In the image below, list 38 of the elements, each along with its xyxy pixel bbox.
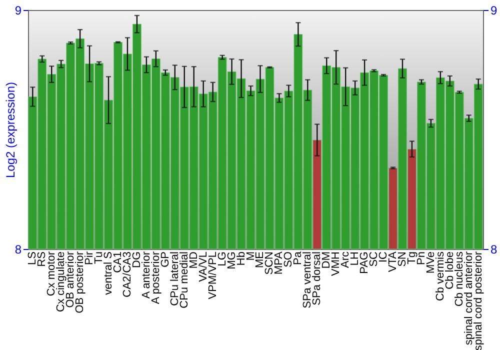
x-tick-label: Cb nucleus xyxy=(453,251,466,307)
y2-tick-label: 9 xyxy=(490,4,498,18)
x-tick-label: VA/VL xyxy=(197,252,210,282)
x-tick-label: OB posterior xyxy=(74,251,86,314)
x-tick-label: GP xyxy=(159,252,172,268)
x-tick-label: SCN xyxy=(264,251,276,275)
y2-tick-label: 8 xyxy=(490,242,498,256)
x-tick-label: CPu medial xyxy=(178,252,190,308)
x-tick-label: SO xyxy=(282,251,295,268)
x-tick-label: SPa dorsal xyxy=(311,252,324,306)
x-tick-label: A anterior xyxy=(140,251,152,299)
x-tick-label: Tg xyxy=(406,252,418,264)
x-tick-label: CPu lateral xyxy=(168,252,181,306)
x-tick-label: MD xyxy=(188,251,200,269)
x-tick-label: OB anterior xyxy=(64,251,77,308)
x-tick-label: SN xyxy=(396,251,408,267)
x-tick-label: Pir xyxy=(84,251,96,265)
x-tick-label: Pa xyxy=(292,250,304,265)
x-tick-label: MG xyxy=(226,252,238,270)
x-tick-label: IC xyxy=(378,251,390,262)
x-tick-label: DG xyxy=(130,252,143,268)
x-tick-label: A posterior xyxy=(150,251,162,304)
x-tick-label: VMH xyxy=(330,251,342,276)
x-tick-label: spinal cord anterior xyxy=(462,251,475,346)
x-tick-label: DM xyxy=(320,252,333,269)
x-tick-label: CA1 xyxy=(112,252,124,273)
y-axis-title: Log2 (expression) xyxy=(4,82,18,178)
x-tick-label: Hb xyxy=(235,252,248,266)
x-tick-label: Arc xyxy=(340,251,352,268)
x-tick-label: VPM/VPL xyxy=(206,252,219,300)
x-tick-label: CA2/CA3 xyxy=(121,252,134,298)
x-tick-label: M xyxy=(244,252,257,261)
x-tick-label: spinal cord posterior xyxy=(472,251,484,350)
x-tick-label: Cb vermis xyxy=(434,251,446,302)
x-tick-label: MVe xyxy=(424,252,437,274)
x-tick-label: RS xyxy=(36,252,48,267)
x-tick-label: Cb lobe xyxy=(444,252,456,290)
x-tick-label: LG xyxy=(216,252,228,266)
